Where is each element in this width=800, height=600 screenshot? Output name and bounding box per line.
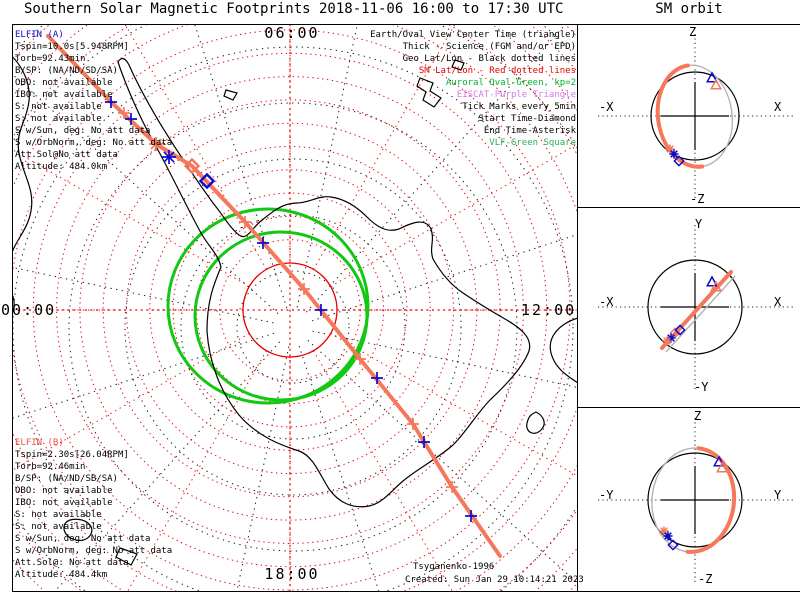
legend-line-sm-latlon: SM Lat/Lon - Red dotted lines	[418, 66, 576, 76]
orbit-path-gray	[665, 275, 736, 353]
elfin-b-line: B/SP: (NA/ND/SB/SA)	[15, 474, 118, 484]
panel3-axis-top: Z	[694, 409, 702, 423]
sm-inner-circle	[242, 262, 338, 358]
coastline	[549, 317, 578, 384]
elfin-b-line: IBO: not available	[15, 498, 113, 508]
panel3-axis-bottom: -Z	[698, 572, 713, 586]
elfin-b-line: Altitude: 484.4km	[15, 570, 108, 580]
elfin-a-line: S: not available	[15, 114, 102, 124]
elfin-a-line: Altitude: 484.0km	[15, 162, 108, 172]
footprint-track	[46, 34, 502, 558]
elfin-b-line: OBO: not available	[15, 486, 113, 496]
mlt-label-1200: 12:00	[521, 301, 577, 319]
sm-orbit-panels	[578, 24, 800, 592]
elfin-a-line: S: not available	[15, 102, 102, 112]
panel2-axis-bottom: -Y	[694, 380, 709, 394]
elfin-b-line: S w/OrbNorm, deg: No att data	[15, 546, 173, 556]
elfin-a-line: S w/Sun, deg: No att data	[15, 126, 151, 136]
orbit-science-arc	[685, 446, 737, 554]
panel1-axis-bottom: -Z	[690, 192, 705, 206]
coastline	[223, 89, 238, 101]
elfin-b-title: ELFIN (B)	[15, 438, 64, 448]
legend-line: Tick Marks every 5min	[462, 102, 576, 112]
orbit-panel-graphics	[578, 24, 800, 592]
mlt-label-0000: 00:00	[1, 301, 57, 319]
panel2-axis-top: Y	[695, 217, 703, 231]
orbit-science-arc	[655, 63, 705, 169]
legend-line: End Time-Asterisk	[483, 126, 576, 136]
panel3-axis-right: Y	[774, 488, 782, 502]
earth-circle	[647, 452, 743, 548]
panel1-axis-left: -X	[599, 100, 614, 114]
legend-line: Thick - Science (FGM and/or EPD)	[402, 42, 576, 52]
elfin-a-line: S w/OrbNorm, deg: No att data	[15, 138, 173, 148]
elfin-b-line: S: not available	[15, 510, 102, 520]
page-title: Southern Solar Magnetic Footprints 2018-…	[24, 1, 564, 17]
elfin-b-line: Att.Sol@: No att data	[15, 558, 129, 568]
legend-line: Geo Lat/Lon - Black dotted lines	[402, 54, 576, 64]
coastline	[416, 77, 442, 108]
map-graphics	[12, 24, 578, 592]
elfin-a-line: OBO: not available	[15, 78, 113, 88]
panel2-axis-right: X	[774, 295, 782, 309]
model-label: Tsyganenko-1996	[413, 562, 495, 572]
coastline	[451, 59, 465, 71]
panel1-axis-top: Z	[689, 25, 697, 39]
mlt-label-0600: 06:00	[264, 24, 320, 42]
panel2-axis-left: -X	[599, 295, 614, 309]
elfin-b-line: Torb=92.46min	[15, 462, 86, 472]
coastline	[12, 55, 33, 255]
earth-circle	[650, 71, 740, 161]
elfin-b-line: S w/Sun, deg: No att data	[15, 534, 151, 544]
elfin-b-line: S: not available	[15, 522, 102, 532]
panel1-axis-right: X	[774, 100, 782, 114]
coastline	[526, 411, 545, 434]
panel3-axis-left: -Y	[599, 488, 614, 502]
auroral-oval	[166, 207, 370, 405]
elfin-a-line: Att.Sol@No att data	[15, 150, 118, 160]
created-timestamp: Created: Sun Jan 29 10:14:21 2023	[405, 575, 584, 585]
coastline	[63, 518, 93, 541]
elfin-a-line: IBO: not available	[15, 90, 113, 100]
elfin-a-line: Tspin=10.0s[5.948RPM]	[15, 42, 129, 52]
legend-line: Earth/Oval View Center Time (triangle)	[370, 30, 576, 40]
sm-orbit-title: SM orbit	[655, 1, 723, 17]
elfin-b-line: Tspin=2.30s[26.04RPM]	[15, 450, 129, 460]
auroral-oval	[193, 230, 369, 402]
legend-line-vlf: VLF-Green Square	[489, 138, 576, 148]
elfin-a-line: Torb=92.43min	[15, 54, 86, 64]
coastline	[115, 547, 138, 566]
legend-line-auroral-oval: Auroral Oval-Green, kp=2	[445, 78, 576, 88]
mlt-label-1800: 18:00	[264, 565, 320, 583]
legend-line-eiscat: EISCAT-Purple Triangle	[456, 90, 576, 100]
map-frame	[12, 24, 578, 592]
coastline	[117, 58, 531, 508]
legend-line: Start Time-Diamond	[478, 114, 576, 124]
elfin-a-line: B/SP: (NA/ND/SD/SA)	[15, 66, 118, 76]
elfin-a-title: ELFIN (A)	[15, 30, 64, 40]
footprint-map	[12, 24, 578, 592]
earth-circle	[647, 259, 743, 355]
